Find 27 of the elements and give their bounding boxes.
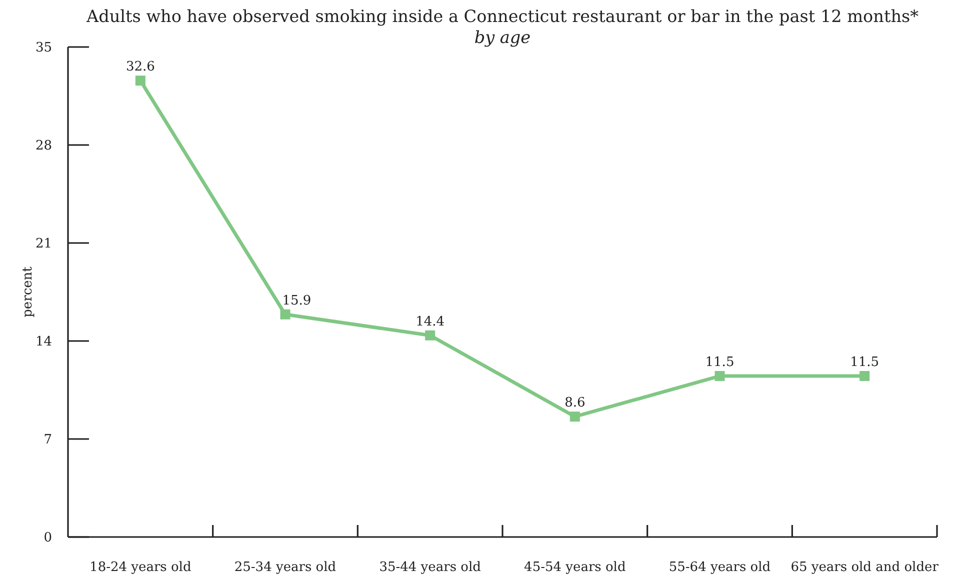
point: [860, 371, 870, 381]
data-label: 14.4: [416, 314, 445, 330]
y-axis-title: percent: [20, 266, 36, 318]
y-tick-label: 21: [35, 236, 52, 252]
data-label: 11.5: [850, 355, 880, 370]
data-label: 32.6: [126, 60, 155, 75]
y-tick-label: 0: [44, 530, 52, 546]
y-tick-label: 7: [44, 432, 52, 448]
point: [425, 330, 436, 340]
y-tick-label: 35: [35, 40, 52, 56]
point: [135, 76, 146, 86]
y-tick-label: 28: [35, 138, 52, 154]
data-label: 8.6: [564, 396, 586, 411]
x-tick-label: 25-34 years old: [234, 560, 336, 575]
x-tick-label: 65 years old and older: [790, 560, 940, 575]
point: [280, 309, 290, 320]
point: [570, 412, 580, 422]
point: [714, 371, 725, 381]
data-label: 15.9: [282, 293, 312, 308]
chart-subtitle: by age: [474, 27, 531, 47]
x-tick-label: 35-44 years old: [379, 560, 481, 575]
x-tick-label: 18-24 years old: [90, 560, 192, 575]
x-tick-label: 45-54 years old: [524, 560, 626, 575]
y-tick-label: 14: [35, 334, 52, 350]
x-tick-label: 55-64 years old: [668, 560, 771, 575]
chart-title: Adults who have observed smoking inside a Connecticut restaurant or bar in the past 12 months*: [86, 6, 919, 26]
data-label: 11.5: [705, 355, 734, 370]
